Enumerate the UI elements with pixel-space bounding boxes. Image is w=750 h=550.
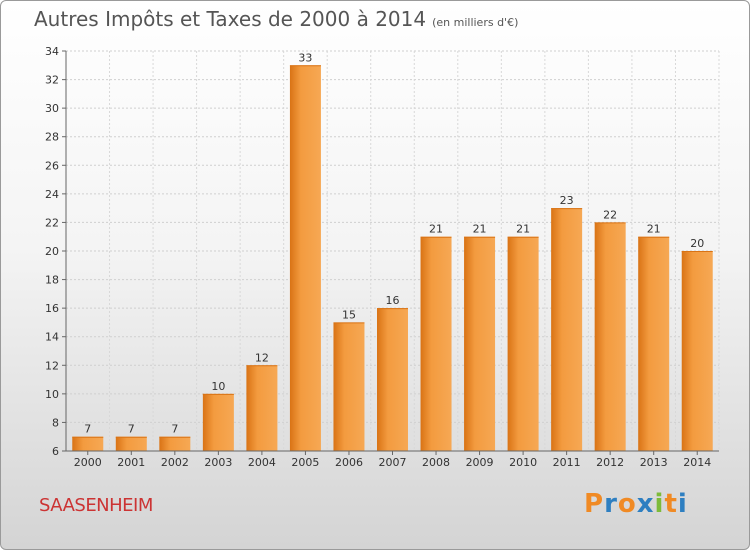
data-label: 7: [128, 423, 135, 436]
x-tick-label: 2012: [596, 456, 624, 469]
y-tick-label: 32: [45, 74, 59, 87]
bar: [377, 308, 408, 451]
x-tick-label: 2003: [204, 456, 232, 469]
x-tick-label: 2009: [466, 456, 494, 469]
data-label: 21: [473, 223, 487, 236]
x-tick-label: 2010: [509, 456, 537, 469]
proxiti-logo[interactable]: Proxiti: [584, 489, 688, 519]
bar: [159, 436, 191, 451]
y-tick-label: 24: [45, 188, 59, 201]
data-label: 21: [647, 223, 661, 236]
x-tick-label: 2004: [248, 456, 276, 469]
y-tick-label: 18: [45, 274, 59, 287]
y-tick-label: 20: [45, 245, 59, 258]
bar: [681, 251, 713, 451]
bar: [638, 236, 670, 451]
data-label: 21: [429, 223, 443, 236]
labels: 6 8 10 12 14 16 18 20 22 24 26 28 30 32 34 7 2000 7 2001 7 2…: [45, 45, 711, 469]
chart-title: Autres Impôts et Taxes de 2000 à 2014: [34, 7, 427, 31]
bar: [333, 322, 365, 451]
bar: [420, 236, 452, 451]
logo-letter: i: [654, 489, 665, 519]
chart-header: Autres Impôts et Taxes de 2000 à 2014 (en…: [34, 7, 518, 31]
y-tick-label: 6: [52, 445, 59, 458]
data-label: 12: [255, 351, 269, 364]
y-tick-label: 8: [52, 416, 59, 429]
bar: [289, 65, 321, 452]
bar: [72, 436, 104, 451]
data-label: 21: [516, 223, 530, 236]
y-tick-label: 22: [45, 216, 59, 229]
y-tick-label: 34: [45, 45, 59, 58]
bar: [464, 236, 496, 451]
data-label: 10: [211, 380, 225, 393]
data-label: 16: [386, 294, 400, 307]
x-tick-label: 2001: [117, 456, 145, 469]
x-tick-label: 2014: [683, 456, 711, 469]
logo-letter: o: [617, 489, 637, 519]
logo-letter: r: [604, 489, 618, 519]
data-label: 33: [298, 51, 312, 64]
y-tick-label: 28: [45, 131, 59, 144]
logo-letter: i: [677, 489, 688, 519]
x-tick-label: 2007: [379, 456, 407, 469]
data-label: 7: [84, 423, 91, 436]
bar: [202, 393, 234, 451]
x-tick-label: 2013: [640, 456, 668, 469]
y-tick-label: 30: [45, 102, 59, 115]
data-label: 15: [342, 308, 356, 321]
bar: [551, 208, 583, 451]
data-label: 23: [560, 194, 574, 207]
x-tick-label: 2006: [335, 456, 363, 469]
bar: [507, 236, 539, 451]
x-tick-label: 2011: [553, 456, 581, 469]
logo-letter: t: [664, 489, 678, 519]
x-tick-label: 2002: [161, 456, 189, 469]
axes: [62, 50, 719, 455]
data-label: 22: [603, 208, 617, 221]
bars: [72, 65, 713, 452]
bar: [246, 365, 278, 451]
y-tick-label: 14: [45, 331, 59, 344]
x-tick-label: 2000: [74, 456, 102, 469]
y-tick-label: 12: [45, 359, 59, 372]
chart-subtitle: (en milliers d'€): [432, 16, 519, 29]
commune-name: SAASENHEIM: [39, 495, 153, 516]
data-label: 20: [690, 237, 704, 250]
bar: [594, 222, 626, 451]
bar: [115, 436, 147, 451]
y-tick-label: 16: [45, 302, 59, 315]
data-label: 7: [171, 423, 178, 436]
y-tick-label: 10: [45, 388, 59, 401]
x-tick-label: 2008: [422, 456, 450, 469]
logo-letter: P: [584, 489, 605, 519]
y-tick-label: 26: [45, 159, 59, 172]
x-tick-label: 2005: [291, 456, 319, 469]
logo-letter: x: [636, 489, 655, 519]
